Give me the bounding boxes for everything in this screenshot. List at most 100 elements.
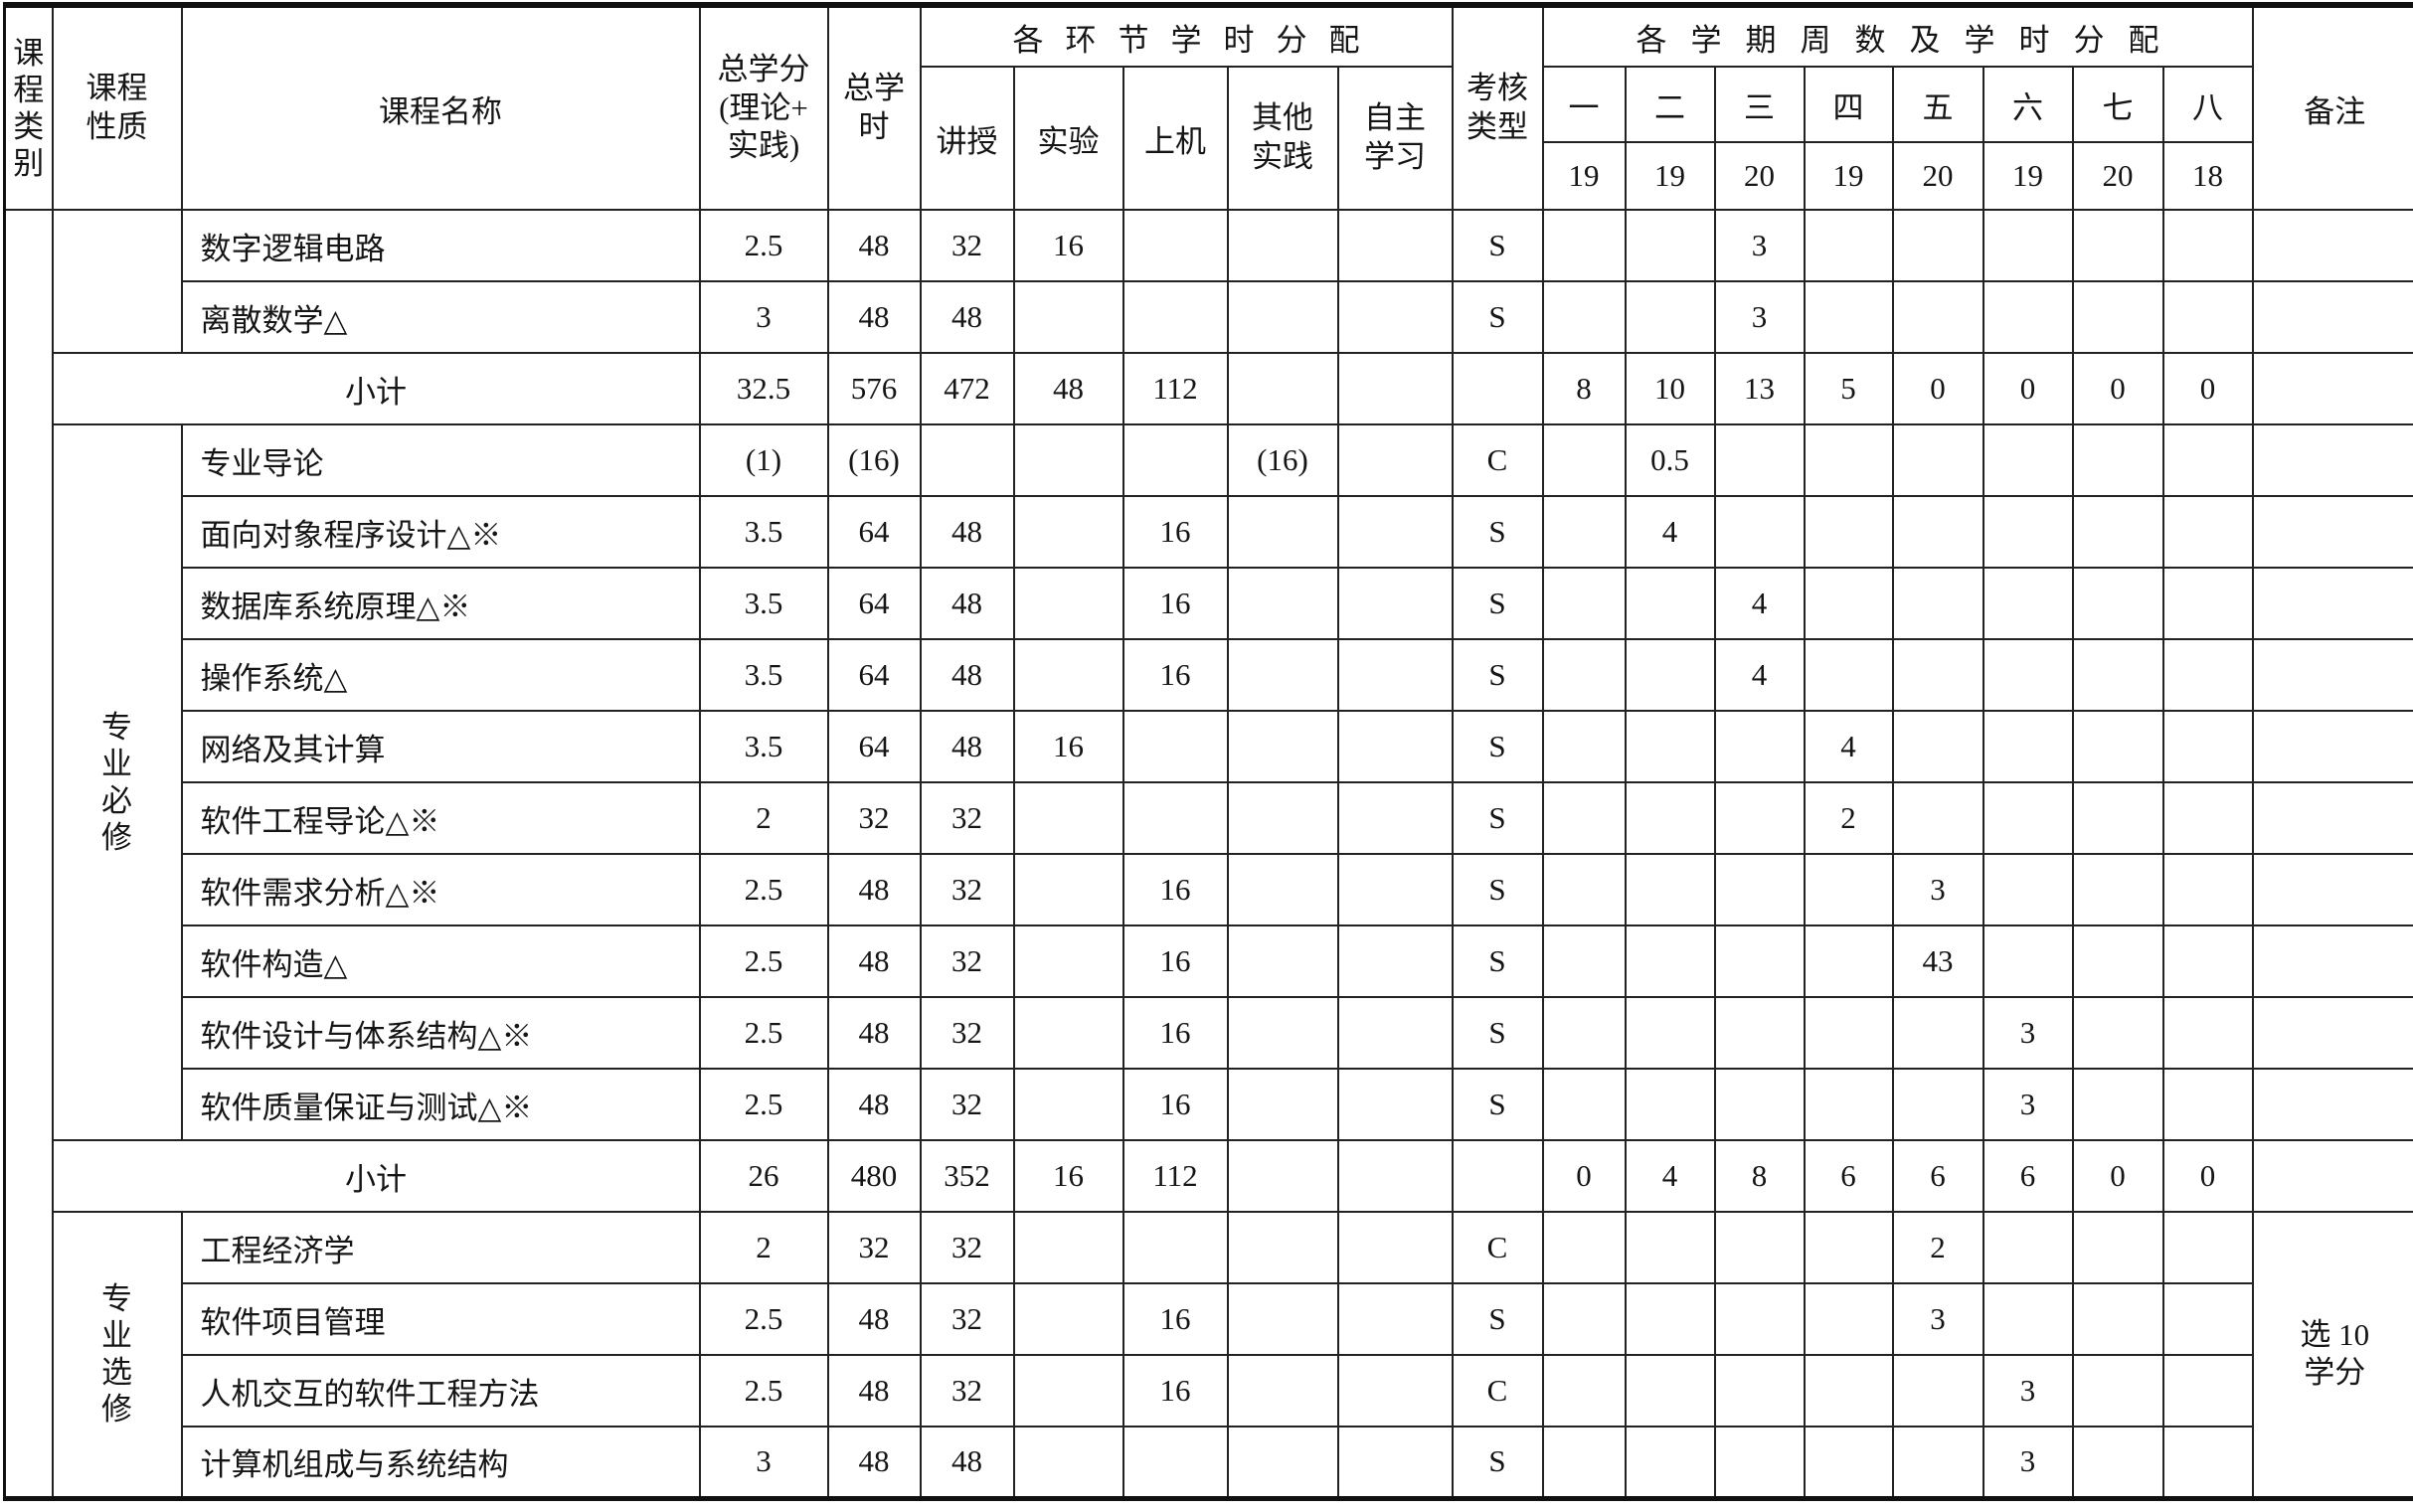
- lecture-hours-cell: 32: [921, 782, 1014, 854]
- self-study-hours-cell: [1338, 353, 1453, 424]
- remarks-cell: [2253, 568, 2413, 639]
- experiment-hours-cell: [1014, 424, 1123, 496]
- semester-7-hours-cell: [2073, 281, 2163, 353]
- semester-2-hours-cell: 10: [1626, 353, 1715, 424]
- total-hours-cell: 64: [828, 711, 921, 782]
- self-study-hours-cell: [1338, 854, 1453, 925]
- computer-hours-cell: [1123, 424, 1228, 496]
- semester-7-hours-cell: 0: [2073, 1140, 2163, 1212]
- computer-hours-cell: 16: [1123, 1069, 1228, 1140]
- total-hours-cell: 48: [828, 854, 921, 925]
- total-hours-cell: 64: [828, 568, 921, 639]
- weeks-semester-7: 20: [2073, 142, 2163, 210]
- course-name-cell: 软件构造△: [182, 925, 700, 997]
- assessment-type-cell: S: [1453, 1283, 1543, 1355]
- credits-cell: 2.5: [700, 1355, 828, 1427]
- semester-3-hours-cell: [1715, 925, 1805, 997]
- semester-1-hours-cell: [1543, 1212, 1626, 1283]
- semester-7-hours-cell: [2073, 1355, 2163, 1427]
- course-name-cell: 软件质量保证与测试△※: [182, 1069, 700, 1140]
- lecture-hours-cell: 32: [921, 925, 1014, 997]
- semester-1-hours-cell: [1543, 1355, 1626, 1427]
- computer-hours-cell: [1123, 281, 1228, 353]
- credits-cell: 2.5: [700, 1283, 828, 1355]
- semester-6-hours-cell: [1983, 1283, 2073, 1355]
- remarks-cell: [2253, 925, 2413, 997]
- semester-5-hours-cell: [1893, 782, 1983, 854]
- course-name-cell: 离散数学△: [182, 281, 700, 353]
- semester-3-hours-cell: [1715, 1283, 1805, 1355]
- semester-6-hours-cell: [1983, 854, 2073, 925]
- assessment-type-cell: S: [1453, 210, 1543, 281]
- remarks-cell: [2253, 424, 2413, 496]
- experiment-hours-cell: [1014, 281, 1123, 353]
- credits-cell: 2: [700, 782, 828, 854]
- semester-5-hours-cell: [1893, 568, 1983, 639]
- experiment-hours-cell: 48: [1014, 353, 1123, 424]
- header-semester-7: 七: [2073, 67, 2163, 142]
- total-hours-cell: 480: [828, 1140, 921, 1212]
- semester-3-hours-cell: [1715, 496, 1805, 568]
- other-practice-hours-cell: [1228, 496, 1338, 568]
- semester-4-hours-cell: [1805, 1283, 1893, 1355]
- assessment-type-cell: [1453, 1140, 1543, 1212]
- semester-1-hours-cell: 8: [1543, 353, 1626, 424]
- semester-1-hours-cell: [1543, 1069, 1626, 1140]
- semester-3-hours-cell: [1715, 1069, 1805, 1140]
- semester-1-hours-cell: [1543, 854, 1626, 925]
- total-hours-cell: 48: [828, 1069, 921, 1140]
- header-semester-6: 六: [1983, 67, 2073, 142]
- course-name-cell: 工程经济学: [182, 1212, 700, 1283]
- semester-3-hours-cell: 8: [1715, 1140, 1805, 1212]
- course-category-cell: [5, 210, 53, 1498]
- remarks-cell: [2253, 639, 2413, 711]
- credits-cell: 32.5: [700, 353, 828, 424]
- semester-5-hours-cell: [1893, 1427, 1983, 1498]
- header-row-groups: 课 程 类 别 课程 性质 课程名称 总学分 (理论+ 实践) 总学 时 各环节…: [5, 5, 2413, 67]
- assessment-type-cell: C: [1453, 1355, 1543, 1427]
- other-practice-hours-cell: [1228, 281, 1338, 353]
- semester-4-hours-cell: [1805, 1355, 1893, 1427]
- semester-1-hours-cell: [1543, 1427, 1626, 1498]
- total-hours-cell: 48: [828, 1355, 921, 1427]
- semester-3-hours-cell: [1715, 854, 1805, 925]
- self-study-hours-cell: [1338, 711, 1453, 782]
- self-study-hours-cell: [1338, 997, 1453, 1069]
- computer-hours-cell: [1123, 1212, 1228, 1283]
- total-hours-cell: 48: [828, 1283, 921, 1355]
- course-name-cell: 数字逻辑电路: [182, 210, 700, 281]
- semester-7-hours-cell: [2073, 1283, 2163, 1355]
- semester-1-hours-cell: [1543, 568, 1626, 639]
- remarks-cell: [2253, 353, 2413, 424]
- semester-4-hours-cell: [1805, 424, 1893, 496]
- other-practice-hours-cell: [1228, 782, 1338, 854]
- semester-1-hours-cell: [1543, 997, 1626, 1069]
- semester-2-hours-cell: 4: [1626, 496, 1715, 568]
- semester-8-hours-cell: [2163, 1069, 2253, 1140]
- semester-7-hours-cell: [2073, 424, 2163, 496]
- semester-8-hours-cell: [2163, 496, 2253, 568]
- semester-8-hours-cell: 0: [2163, 1140, 2253, 1212]
- semester-6-hours-cell: [1983, 424, 2073, 496]
- semester-8-hours-cell: [2163, 925, 2253, 997]
- credits-cell: 3.5: [700, 711, 828, 782]
- self-study-hours-cell: [1338, 1427, 1453, 1498]
- semester-8-hours-cell: [2163, 424, 2253, 496]
- experiment-hours-cell: [1014, 1212, 1123, 1283]
- credits-cell: 3.5: [700, 568, 828, 639]
- computer-hours-cell: [1123, 711, 1228, 782]
- assessment-type-cell: S: [1453, 711, 1543, 782]
- lecture-hours-cell: 352: [921, 1140, 1014, 1212]
- total-hours-cell: 48: [828, 925, 921, 997]
- lecture-hours-cell: 32: [921, 1212, 1014, 1283]
- header-total-credits: 总学分 (理论+ 实践): [700, 5, 828, 210]
- lecture-hours-cell: 32: [921, 997, 1014, 1069]
- header-course-category: 课 程 类 别: [5, 5, 53, 210]
- lecture-hours-cell: 32: [921, 210, 1014, 281]
- experiment-hours-cell: [1014, 568, 1123, 639]
- course-name-cell: 软件设计与体系结构△※: [182, 997, 700, 1069]
- experiment-hours-cell: [1014, 997, 1123, 1069]
